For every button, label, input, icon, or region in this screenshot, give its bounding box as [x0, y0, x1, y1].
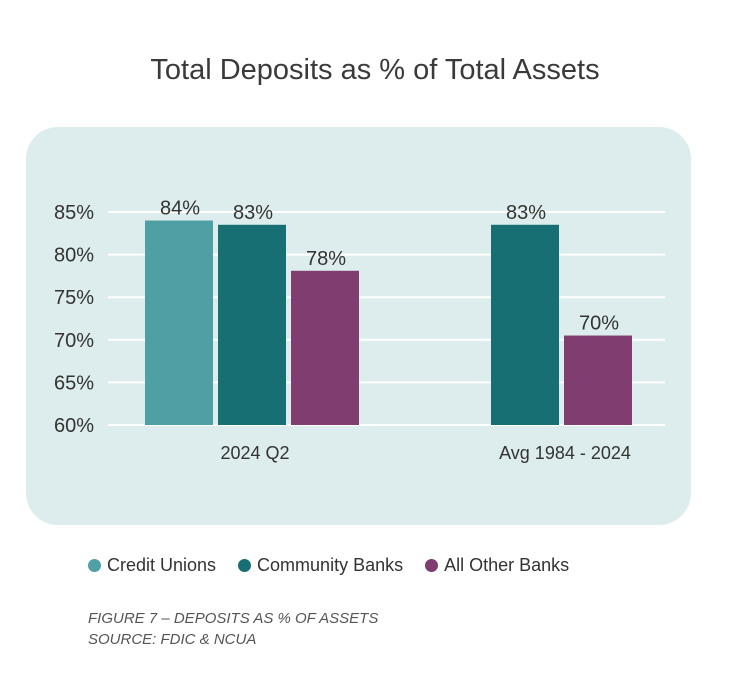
legend-label-credit-unions: Credit Unions [107, 555, 217, 575]
bar [145, 220, 213, 425]
bar [491, 224, 559, 425]
y-tick-label: 60% [54, 415, 94, 437]
legend-item-all-other-banks: All Other Banks [425, 555, 569, 576]
legend-item-credit-unions: Credit Unions [88, 555, 216, 576]
x-tick-label: 2024 Q2 [220, 443, 289, 463]
data-label: 83% [233, 202, 273, 224]
figure-caption: FIGURE 7 – DEPOSITS AS % OF ASSETS SOURC… [88, 608, 378, 650]
bar [291, 270, 359, 425]
figure-caption-source: SOURCE: FDIC & NCUA [88, 631, 257, 648]
chart-legend: Credit Unions Community Banks All Other … [88, 555, 591, 576]
data-label: 78% [306, 248, 346, 270]
figure-caption-title: FIGURE 7 – DEPOSITS AS % OF ASSETS [88, 610, 379, 627]
y-tick-label: 80% [54, 245, 94, 267]
data-label: 84% [160, 198, 200, 220]
legend-swatch-community-banks [238, 559, 252, 572]
x-tick-label: Avg 1984 - 2024 [499, 443, 631, 463]
legend-label-all-other-banks: All Other Banks [444, 555, 570, 575]
chart-title: Total Deposits as % of Total Assets [150, 54, 600, 86]
bar [218, 224, 286, 425]
legend-swatch-credit-unions [88, 559, 101, 572]
bar [564, 335, 632, 425]
legend-item-community-banks: Community Banks [238, 555, 403, 576]
y-tick-label: 75% [54, 287, 94, 309]
legend-label-community-banks: Community Banks [257, 555, 404, 575]
data-label: 70% [579, 313, 619, 335]
data-label: 83% [506, 202, 546, 224]
y-tick-label: 65% [54, 372, 94, 394]
legend-swatch-all-other-banks [425, 559, 439, 572]
y-tick-label: 70% [54, 330, 94, 352]
y-tick-label: 85% [54, 202, 94, 224]
